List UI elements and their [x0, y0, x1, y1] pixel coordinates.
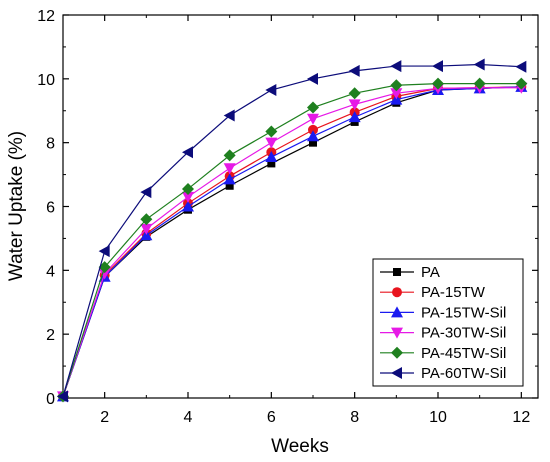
legend-marker-pa-45tw-sil [391, 346, 403, 359]
x-tick-label: 6 [267, 409, 276, 426]
x-tick-label: 2 [100, 409, 109, 426]
series-line-pa-60tw-sil [62, 63, 522, 397]
data-point-pa-30tw-sil [390, 88, 403, 100]
legend-marker-pa-15tw-sil [391, 306, 403, 318]
x-axis-title: Weeks [271, 436, 329, 457]
series-pa-60tw-sil [57, 58, 527, 403]
data-point-pa-30tw-sil [265, 137, 278, 149]
data-point-pa [267, 159, 276, 168]
legend-label: PA-60TW-Sil [421, 365, 506, 382]
series-line-pa-15tw-sil [62, 86, 522, 397]
data-point-pa [225, 181, 234, 190]
legend-marker-pa-60tw-sil [391, 367, 402, 379]
legend-label: PA-45TW-Sil [421, 345, 506, 362]
data-point-pa-45tw-sil [348, 87, 361, 100]
data-point-pa-30tw-sil [223, 163, 236, 175]
data-point-pa-15tw [308, 124, 318, 135]
data-point-pa-60tw-sil [515, 60, 527, 73]
data-point-pa-60tw-sil [98, 245, 110, 258]
data-point-pa-30tw-sil [182, 191, 194, 203]
data-point-pa-60tw-sil [57, 390, 68, 403]
y-tick-label: 8 [46, 136, 55, 153]
series-line-pa-45tw-sil [62, 83, 522, 397]
legend-items: PA PA-15TW PA-15TW-Sil PA-30TW-Sil PA-45TW-S… [380, 264, 506, 382]
series-pa-45tw-sil [57, 77, 528, 403]
data-point-pa-15tw-sil [182, 200, 194, 212]
legend-label: PA [421, 264, 440, 281]
data-point-pa-30tw-sil [348, 99, 361, 111]
y-tick-label: 6 [46, 200, 55, 217]
x-tick-label: 12 [512, 409, 530, 426]
x-tick-label: 8 [350, 409, 359, 426]
y-tick-label: 2 [46, 327, 55, 344]
legend-item-pa-45tw-sil: PA-45TW-Sil [380, 345, 506, 362]
data-point-pa-60tw-sil [223, 109, 235, 122]
legend: PA PA-15TW PA-15TW-Sil PA-30TW-Sil PA-45TW-S… [372, 258, 524, 387]
legend-marker-pa-30tw-sil [391, 327, 403, 339]
legend-item-pa-15tw: PA-15TW [380, 284, 486, 301]
data-point-pa-45tw-sil [390, 79, 403, 92]
data-point-pa-60tw-sil [432, 60, 443, 73]
data-point-pa-45tw-sil [182, 182, 194, 195]
data-point-pa-15tw-sil [265, 151, 278, 163]
legend-item-pa-30tw-sil: PA-30TW-Sil [380, 325, 506, 342]
y-tick-label: 12 [37, 8, 55, 25]
data-point-pa-45tw-sil [515, 77, 528, 90]
legend-label: PA-15TW-Sil [421, 304, 506, 321]
y-axis: 0 2 4 6 8 10 12 [37, 8, 538, 408]
data-point-pa-60tw-sil [265, 84, 277, 97]
data-point-pa-60tw-sil [473, 58, 485, 71]
y-tick-label: 4 [46, 263, 55, 280]
data-point-pa-15tw-sil [223, 173, 236, 185]
y-tick-label: 0 [46, 391, 55, 408]
x-tick-label: 10 [429, 409, 447, 426]
legend-label: PA-30TW-Sil [421, 325, 506, 342]
data-point-pa-45tw-sil [98, 261, 111, 274]
series-line-pa-30tw-sil [62, 87, 522, 397]
y-axis-title: Water Uptake (%) [6, 131, 27, 281]
x-tick-label: 4 [184, 409, 193, 426]
data-point-pa-60tw-sil [348, 64, 360, 77]
data-point-pa-60tw-sil [307, 72, 318, 85]
data-point-pa-45tw-sil [473, 77, 486, 90]
legend-marker-pa [393, 268, 401, 276]
legend-item-pa: PA [380, 264, 440, 281]
legend-box [372, 258, 524, 387]
data-point-pa-30tw-sil [307, 113, 319, 125]
data-point-pa-30tw-sil [98, 268, 111, 280]
series-layer [57, 58, 528, 403]
data-point-pa-60tw-sil [140, 186, 152, 199]
data-point-pa-60tw-sil [182, 146, 193, 159]
data-point-pa-45tw-sil [140, 213, 153, 226]
data-point-pa-45tw-sil [432, 77, 444, 90]
legend-marker-pa-15tw [392, 287, 402, 298]
data-point-pa-15tw-sil [348, 111, 361, 123]
data-point-pa-45tw-sil [307, 101, 319, 114]
data-point-pa-45tw-sil [223, 149, 236, 162]
legend-item-pa-15tw-sil: PA-15TW-Sil [380, 304, 506, 321]
data-point-pa-30tw-sil [140, 223, 153, 235]
y-tick-label: 10 [37, 72, 55, 89]
data-point-pa-15tw-sil [307, 130, 319, 142]
data-point-pa-45tw-sil [265, 125, 278, 138]
data-point-pa-60tw-sil [390, 60, 402, 73]
data-point-pa [309, 138, 317, 147]
legend-item-pa-60tw-sil: PA-60TW-Sil [380, 365, 506, 382]
x-axis: 2 4 6 8 10 12 [62, 15, 530, 426]
legend-label: PA-15TW [421, 284, 486, 301]
